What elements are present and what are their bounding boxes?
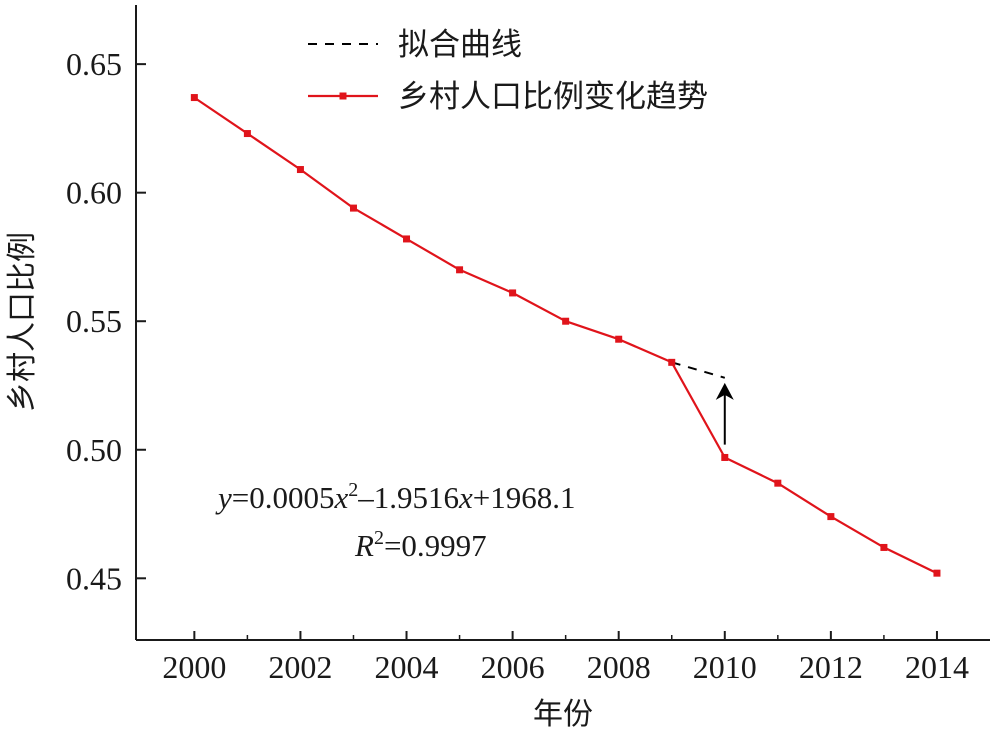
eq-part-1: =0.0005 [232,480,335,515]
x-tick-label: 2012 [799,649,863,685]
eq-part-3: +1968.1 [473,480,576,515]
y-axis-title: 乡村人口比例 [5,232,40,412]
axes [135,5,990,641]
data-point-marker [296,166,304,174]
data-point-marker [562,317,570,325]
data-point-marker [509,289,517,297]
y-tick-label: 0.65 [66,46,122,82]
data-point-marker [880,543,888,551]
r-squared-label: R2=0.9997 [354,527,487,563]
eq-var-x: x [458,480,473,515]
x-tick-label: 2002 [268,649,332,685]
eq-var-x-squared: x [334,480,349,515]
eq-var-y: y [215,480,232,515]
eq-exponent: 2 [348,479,358,501]
y-ticks: 0.45 0.50 0.55 0.60 0.65 [66,46,146,596]
data-point-marker [190,94,198,102]
data-point-marker [933,569,941,577]
data-point-marker [349,204,357,212]
x-ticks: 2000 2002 2004 2006 2008 2010 2012 2014 [162,631,969,685]
annotation-arrow [715,382,734,445]
arrow-head [715,382,734,400]
data-point-marker [721,453,729,461]
x-tick-label: 2014 [905,649,969,685]
r-exponent: 2 [374,527,384,549]
x-tick-label: 2006 [481,649,545,685]
legend-label-fit-curve: 拟合曲线 [398,27,522,63]
data-point-marker [456,266,464,274]
data-point-marker [403,235,411,243]
x-tick-label: 2004 [375,649,439,685]
data-point-marker [827,513,835,521]
x-tick-label: 2000 [162,649,226,685]
data-point-marker [243,130,251,138]
data-point-marker [615,335,623,343]
x-tick-label: 2010 [693,649,757,685]
series-layer [190,94,941,577]
x-axis-title: 年份 [533,697,593,732]
data-point-marker [668,358,676,366]
y-tick-label: 0.50 [66,432,122,468]
regression-equation: y=0.0005x2–1.9516x+1968.1 [215,479,576,515]
legend-marker-rural-trend [339,92,347,100]
legend: 拟合曲线 乡村人口比例变化趋势 [308,27,708,115]
y-tick-label: 0.55 [66,303,122,339]
legend-label-rural-trend: 乡村人口比例变化趋势 [398,79,708,115]
data-point-marker [774,479,782,487]
eq-part-2: –1.9516 [357,480,459,515]
y-tick-label: 0.60 [66,175,122,211]
r-value: =0.9997 [384,528,487,563]
y-tick-label: 0.45 [66,560,122,596]
r-var: R [354,528,374,563]
x-tick-label: 2008 [587,649,651,685]
